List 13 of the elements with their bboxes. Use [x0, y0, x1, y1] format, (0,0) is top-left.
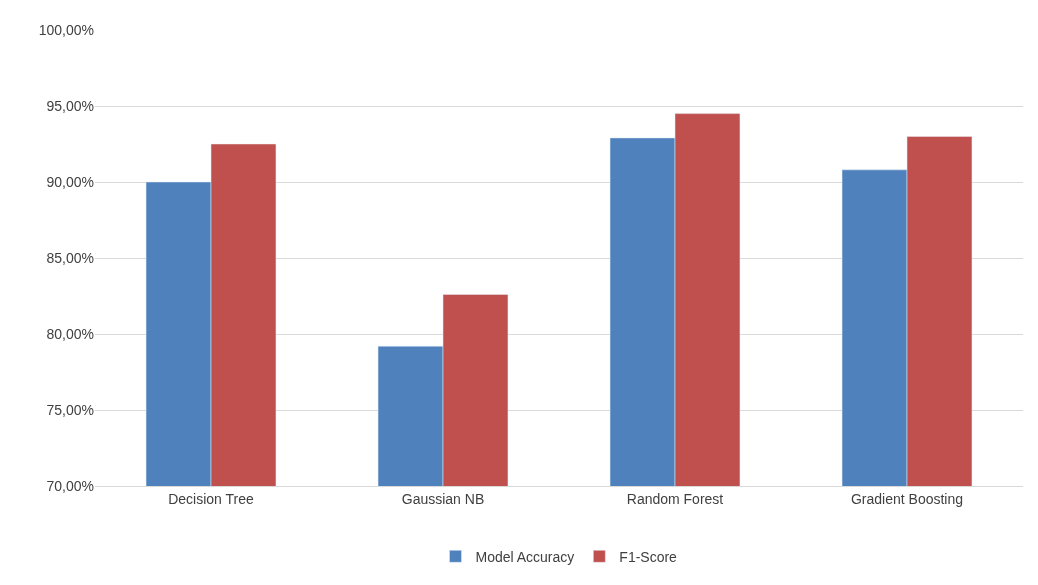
y-tick-label: 70,00% [46, 477, 94, 494]
y-tick-label: 100,00% [38, 21, 94, 38]
y-tick-label: 75,00% [46, 401, 94, 418]
x-tick-label: Decision Tree [168, 490, 255, 507]
legend-label: Model Accuracy [475, 548, 575, 565]
y-tick-label: 85,00% [46, 249, 94, 266]
y-tick-label: 90,00% [46, 173, 94, 190]
y-tick-label: 80,00% [46, 325, 94, 342]
x-tick-label: Gaussian NB [401, 490, 485, 507]
y-tick-label: 95,00% [46, 97, 94, 114]
x-tick-label: Gradient Boosting [850, 490, 964, 507]
legend-label: F1-Score [619, 548, 678, 565]
x-tick-label: Random Forest [626, 490, 724, 507]
